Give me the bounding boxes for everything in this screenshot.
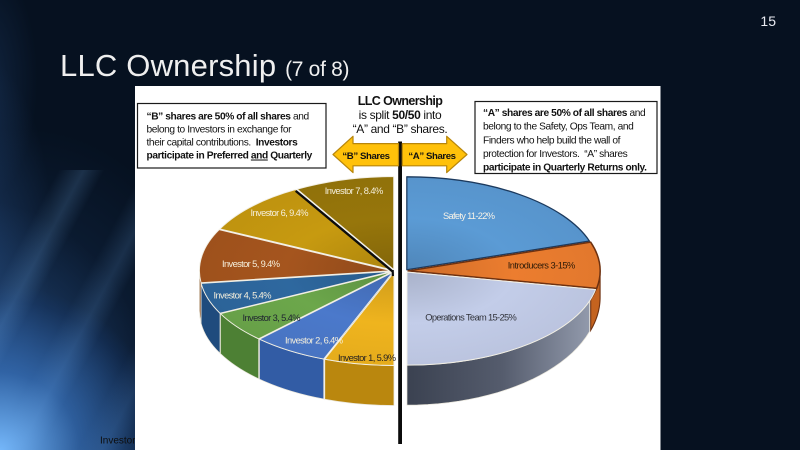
svg-text:Investor 7, 8.4%: Investor 7, 8.4% — [325, 186, 384, 196]
svg-text:“B” shares are 50% of all shar: “B” shares are 50% of all shares and — [147, 112, 310, 123]
svg-text:protection for Investors. “A”: protection for Investors. “A” shares — [483, 149, 628, 160]
svg-text:“B” Shares: “B” Shares — [342, 151, 389, 162]
svg-text:Safety 11-22%: Safety 11-22% — [443, 211, 495, 221]
svg-text:Operations Team 15-25%: Operations Team 15-25% — [425, 313, 517, 323]
svg-text:LLC Ownership: LLC Ownership — [358, 94, 444, 108]
svg-text:their capital contributions.: their capital contributions. Investors — [147, 138, 299, 149]
svg-text:belong to Investors in exchang: belong to Investors in exchange for — [147, 125, 293, 136]
svg-text:“A” shares are 50% of all shar: “A” shares are 50% of all shares and — [483, 108, 646, 119]
svg-text:is split 50/50 into: is split 50/50 into — [359, 108, 442, 122]
svg-text:Investor 3, 5.4%: Investor 3, 5.4% — [243, 313, 301, 323]
svg-text:Investor 1, 5.9%: Investor 1, 5.9% — [338, 353, 396, 363]
svg-text:Investor: Investor — [100, 436, 136, 447]
svg-text:belong to the Safety, Ops Team: belong to the Safety, Ops Team, and — [483, 122, 634, 133]
svg-text:Investor 2, 6.4%: Investor 2, 6.4% — [285, 336, 343, 346]
svg-text:participate in Preferred and Q: participate in Preferred and Quarterly — [147, 151, 313, 162]
svg-text:participate in Quarterly Retur: participate in Quarterly Returns only. — [483, 163, 647, 174]
svg-text:“A” and “B” shares.: “A” and “B” shares. — [353, 122, 448, 136]
svg-text:15: 15 — [760, 13, 776, 29]
svg-text:Investor 4, 5.4%: Investor 4, 5.4% — [214, 291, 272, 301]
svg-text:Investor 6, 9.4%: Investor 6, 9.4% — [251, 208, 309, 218]
svg-text:Investor 5, 9.4%: Investor 5, 9.4% — [222, 259, 280, 269]
svg-text:“A” Shares: “A” Shares — [408, 151, 455, 162]
svg-text:LLC Ownership (7 of 8): LLC Ownership (7 of 8) — [60, 48, 349, 83]
svg-text:Introducers 3-15%: Introducers 3-15% — [508, 261, 576, 271]
svg-text:Finders who help build the wal: Finders who help build the wall of — [483, 135, 621, 146]
